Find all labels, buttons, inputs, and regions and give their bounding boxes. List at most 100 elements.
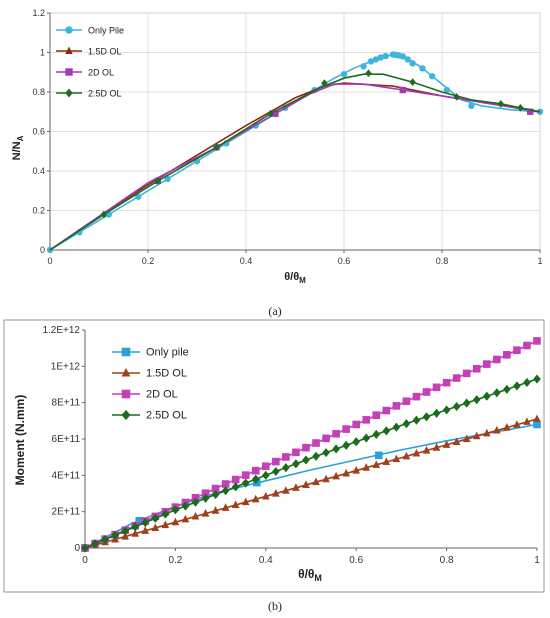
data-point-2d-ol — [493, 355, 501, 364]
data-point-2d-ol — [382, 406, 391, 415]
data-point-2-5d-ol — [412, 415, 421, 425]
y-tick-label: 0 — [74, 543, 80, 554]
legend-item-1-5d-ol: 1.5D OL — [112, 368, 187, 380]
data-point-2d-ol — [322, 434, 330, 443]
data-point-2d-ol — [372, 411, 381, 419]
data-point-2-5d-ol — [141, 518, 150, 528]
data-point-2d-ol — [392, 402, 401, 410]
data-point-1-5d-ol — [161, 520, 170, 529]
data-point-2-5d-ol — [131, 522, 140, 532]
data-point-2d-ol — [292, 448, 300, 457]
chart-b-caption: (b) — [268, 599, 282, 613]
data-point-only-pile — [533, 420, 541, 429]
data-point-2d-ol — [472, 364, 481, 373]
x-tick-label: 0.4 — [240, 256, 253, 266]
data-point-1-5d-ol — [282, 486, 290, 494]
data-point-2-5d-ol — [312, 451, 320, 461]
x-tick-label: 1 — [534, 555, 540, 566]
chart-b-frame — [3, 319, 545, 593]
chart-b-series-group — [81, 337, 541, 553]
data-point-1-5d-ol — [372, 460, 381, 468]
data-point-2-5d-ol — [482, 391, 491, 401]
legend-swatch-marker — [65, 68, 73, 76]
data-point-1-5d-ol — [332, 471, 340, 480]
data-point-2d-ol — [302, 443, 310, 452]
data-point-only-pile — [164, 175, 171, 183]
data-point-only-pile — [135, 193, 142, 200]
y-tick-label: 2E+11 — [52, 507, 81, 518]
chart-b-y-axis-label: Moment (N.mm) — [13, 395, 27, 486]
data-point-2-5d-ol — [523, 377, 531, 388]
data-point-2d-ol — [201, 489, 210, 497]
data-point-1-5d-ol — [382, 457, 391, 466]
series-2d-ol — [49, 83, 541, 251]
data-point-2-5d-ol — [352, 437, 360, 447]
series-line-2-5d-ol — [84, 378, 538, 549]
data-point-1-5d-ol — [513, 420, 521, 428]
y-tick-label: 0.6 — [32, 127, 45, 137]
data-point-2d-ol — [352, 420, 360, 429]
data-point-1-5d-ol — [533, 414, 541, 423]
data-point-2-5d-ol — [452, 401, 461, 412]
data-point-2-5d-ol — [462, 398, 471, 408]
data-point-1-5d-ol — [302, 480, 310, 488]
data-point-2d-ol — [482, 360, 491, 368]
legend-swatch-marker — [65, 88, 73, 98]
data-point-only-pile — [382, 52, 389, 60]
series-line-only-pile — [49, 53, 541, 251]
data-point-1-5d-ol — [442, 440, 451, 448]
data-point-2-5d-ol — [171, 505, 180, 515]
data-point-1-5d-ol — [362, 463, 371, 471]
series-1-5d-ol — [81, 414, 541, 552]
legend-label: 2.5D OL — [88, 89, 122, 99]
series-only-pile — [46, 51, 544, 254]
legend-swatch-marker — [121, 409, 131, 421]
data-point-2-5d-ol — [513, 381, 521, 391]
y-tick-label: 1.2E+12 — [42, 325, 80, 336]
data-point-2-5d-ol — [503, 384, 511, 394]
chart-a-series-group — [46, 51, 544, 254]
data-point-2d-ol — [231, 475, 240, 484]
chart-b-tick-labels: 0 0.2 0.4 0.6 0.8 1 0 2E+11 4E+11 6E+11 8E+11 1E+12… — [42, 325, 540, 566]
data-point-2d-ol — [462, 369, 471, 378]
data-point-1-5d-ol — [322, 474, 330, 483]
data-point-only-pile — [443, 86, 451, 94]
data-point-2-5d-ol — [91, 539, 99, 549]
data-point-2d-ol — [399, 86, 406, 94]
data-point-2-5d-ol — [322, 448, 330, 458]
data-point-2d-ol — [241, 471, 250, 479]
data-point-2d-ol — [251, 466, 260, 475]
data-point-2-5d-ol — [241, 478, 250, 488]
data-point-2-5d-ol — [493, 388, 501, 398]
data-point-2d-ol — [342, 425, 350, 433]
data-point-2d-ol — [452, 374, 461, 382]
legend-label: 2.5D OL — [146, 410, 187, 422]
data-point-1-5d-ol — [452, 437, 461, 445]
data-point-2-5d-ol — [211, 489, 220, 500]
series-line-2d-ol — [49, 83, 541, 251]
data-point-2d-ol — [262, 462, 270, 471]
data-point-1-5d-ol — [262, 491, 270, 500]
data-point-1-5d-ol — [231, 500, 240, 509]
data-point-2d-ol — [221, 480, 230, 488]
data-point-2d-ol — [513, 346, 521, 354]
data-point-2-5d-ol — [453, 93, 460, 101]
data-point-2-5d-ol — [81, 543, 89, 553]
data-point-only-pile — [429, 73, 436, 80]
data-point-only-pile — [135, 516, 144, 525]
data-point-2-5d-ol — [365, 69, 372, 78]
chart-a-axes — [47, 12, 541, 253]
data-point-1-5d-ol — [493, 425, 501, 434]
data-point-2-5d-ol — [221, 486, 230, 496]
series-2-5d-ol — [81, 374, 541, 553]
legend-label: 1.5D OL — [88, 47, 122, 57]
data-point-only-pile — [372, 56, 380, 63]
data-point-2-5d-ol — [533, 374, 541, 384]
series-line-2-5d-ol — [49, 73, 541, 251]
x-tick-label: 0 — [82, 555, 88, 566]
data-point-2-5d-ol — [472, 395, 481, 405]
data-point-1-5d-ol — [181, 514, 190, 523]
data-point-2d-ol — [272, 110, 279, 117]
data-point-2-5d-ol — [201, 493, 210, 503]
